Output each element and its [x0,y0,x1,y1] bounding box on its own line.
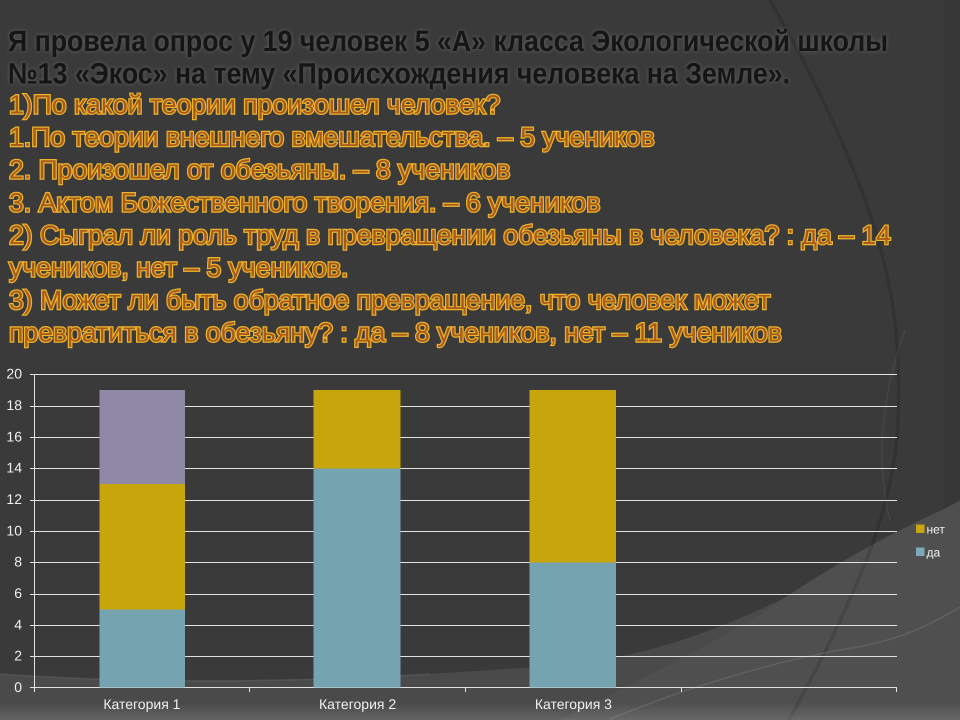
svg-text:№13 «Экос» на тему «Происхожде: №13 «Экос» на тему «Происхождения челове… [8,58,790,91]
svg-text:10: 10 [6,522,22,538]
svg-text:превратиться в обезьяну? : да: превратиться в обезьяну? : да – 8 ученик… [9,318,782,348]
svg-text:12: 12 [6,491,22,507]
svg-text:3) Может ли быть обратное прев: 3) Может ли быть обратное превращение, ч… [9,285,770,315]
svg-text:Категория 1: Категория 1 [103,696,180,712]
svg-text:1.По теории внешнего вмешатель: 1.По теории внешнего вмешательства. – 5 … [9,122,655,152]
svg-text:16: 16 [6,428,22,444]
svg-text:2: 2 [14,648,22,664]
svg-text:2) Сыграл ли роль труд в превр: 2) Сыграл ли роль труд в превращении обе… [9,220,891,250]
svg-text:нет: нет [927,523,946,537]
svg-text:Категория 2: Категория 2 [319,696,396,712]
svg-text:Я провела опрос у 19 человек 5: Я провела опрос у 19 человек 5 «А» класс… [8,25,888,58]
svg-text:3. Актом Божественного творени: 3. Актом Божественного творения. – 6 уче… [9,187,600,217]
svg-text:20: 20 [6,366,22,382]
svg-text:6: 6 [14,585,22,601]
svg-text:да: да [927,546,941,560]
svg-text:2. Произошел от обезьяны. – 8: 2. Произошел от обезьяны. – 8 учеников [9,155,510,185]
svg-text:18: 18 [6,397,22,413]
svg-text:8: 8 [14,554,22,570]
svg-text:1)По какой теории произошел че: 1)По какой теории произошел человек? [9,90,500,120]
svg-text:14: 14 [6,460,22,476]
svg-text:учеников, нет – 5 учеников.: учеников, нет – 5 учеников. [9,253,348,283]
svg-text:0: 0 [14,679,22,695]
svg-text:4: 4 [14,616,22,632]
svg-text:Категория 3: Категория 3 [535,696,612,712]
